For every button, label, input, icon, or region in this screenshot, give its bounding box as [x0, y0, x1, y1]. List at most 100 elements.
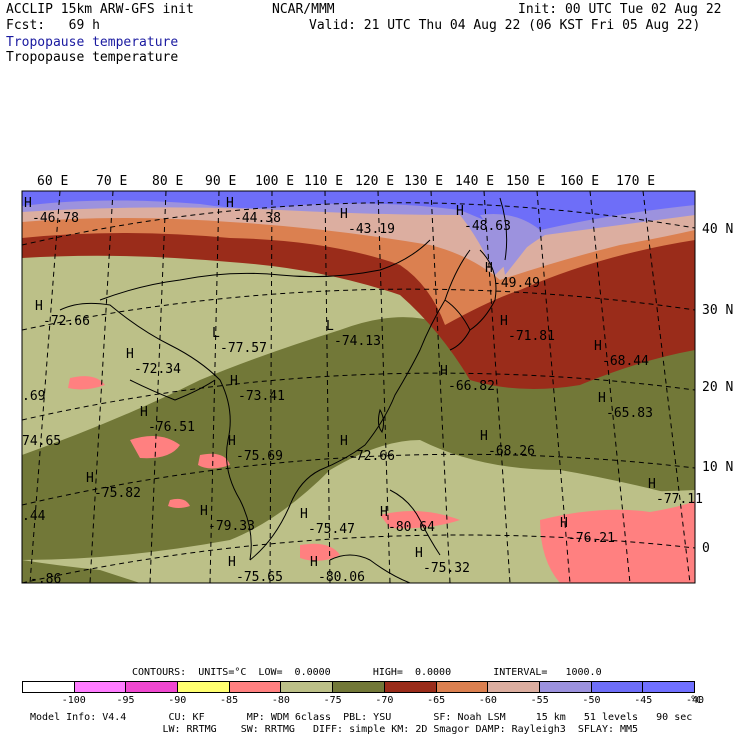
coastlines: [59, 197, 508, 583]
model-info-line: Model Info: V4.4 CU: KF MP: WDM 6class P…: [30, 712, 693, 723]
extremum-mark: H: [560, 516, 568, 531]
extremum-mark: H: [500, 314, 508, 329]
contours-info: CONTOURS: UNITS=°C LOW= 0.0000 HIGH= 0.0…: [132, 667, 602, 678]
color-bar-tick-label: -95: [116, 695, 135, 706]
longitude-labels: 60 E 70 E 80 E 90 E 100 E 110 E 120 E 130 E 140 …: [37, 174, 655, 189]
extremum-mark: L: [326, 319, 334, 334]
extremum-value: -75.65: [236, 570, 283, 585]
extremum-value: -79.33: [208, 519, 255, 534]
extremum-mark: H: [485, 261, 493, 276]
extremum-value: 74.65: [22, 434, 61, 449]
color-bar: [22, 681, 695, 693]
model-title: ACCLIP 15km ARW-GFS init: [6, 2, 194, 17]
extremum-value: -75.82: [94, 486, 141, 501]
longitude-label: 60 E: [37, 174, 68, 189]
extremum-value: .44: [22, 509, 46, 524]
extremum-value: -77.11: [656, 492, 703, 507]
extremum-mark: H: [340, 207, 348, 222]
extremum-mark: H: [480, 429, 488, 444]
color-bar-swatch: [229, 682, 282, 692]
extremum-value: -49.49: [493, 276, 540, 291]
extremum-value: -77.57: [220, 341, 267, 356]
color-bar-swatch: [436, 682, 489, 692]
field-title-blue: Tropopause temperature: [6, 35, 179, 50]
extremum-value: -75.47: [308, 522, 355, 537]
latitude-label: 20 N: [702, 380, 733, 395]
extremum-mark: H: [340, 434, 348, 449]
longitude-label: 170 E: [616, 174, 655, 189]
color-bar-swatch: [488, 682, 540, 692]
color-bar-tick-label: -100: [61, 695, 86, 706]
extremum-value: -68.26: [488, 444, 535, 459]
extremum-value: -74.13: [334, 334, 381, 349]
shaded-field: [22, 191, 695, 583]
extremum-value: -72.34: [134, 362, 181, 377]
color-bar-swatch: [74, 682, 127, 692]
latitude-label: 10 N: [702, 460, 733, 475]
extremum-value: -66.82: [448, 379, 495, 394]
color-bar-tick-label: -70: [375, 695, 394, 706]
color-bar-swatch: [384, 682, 437, 692]
color-bar-swatch: [643, 682, 694, 692]
extremum-value: -75.69: [236, 449, 283, 464]
extremum-value: -71.81: [508, 329, 555, 344]
extremum-value: -44.38: [234, 211, 281, 226]
color-bar-tick-label: -45: [634, 695, 653, 706]
map-frame: [21, 190, 696, 584]
longitude-label: 130 E: [404, 174, 443, 189]
color-bar-swatch: [591, 682, 644, 692]
extremum-value: -73.41: [238, 389, 285, 404]
extremum-value: -46.78: [32, 211, 79, 226]
extremum-value: -76.51: [148, 420, 195, 435]
color-bar-tick-label: -65: [427, 695, 446, 706]
extremum-value: -43.19: [348, 222, 395, 237]
longitude-label: 140 E: [455, 174, 494, 189]
longitude-label: 120 E: [355, 174, 394, 189]
extremum-value: -80.64: [388, 520, 435, 535]
longitude-label: 70 E: [96, 174, 127, 189]
longitude-label: 100 E: [255, 174, 294, 189]
extremum-mark: H: [228, 555, 236, 570]
valid-time: Valid: 21 UTC Thu 04 Aug 22 (06 KST Fri …: [309, 18, 701, 33]
extremum-mark: H: [140, 405, 148, 420]
extremum-value: -.86: [30, 572, 61, 587]
extremum-value: -48.63: [464, 219, 511, 234]
color-bar-swatch: [281, 682, 334, 692]
color-bar-tick-label: -50: [582, 695, 601, 706]
color-bar-tick-label: -75: [323, 695, 342, 706]
extremum-value: -76.21: [568, 531, 615, 546]
color-bar-swatch: [126, 682, 179, 692]
extremum-mark: H: [594, 339, 602, 354]
extremum-mark: H: [35, 299, 43, 314]
color-bar-tick-label: -40: [685, 695, 705, 706]
graticule: [22, 191, 695, 583]
extremum-mark: H: [230, 374, 238, 389]
forecast-hour: Fcst: 69 h: [6, 18, 100, 33]
color-bar-tick-label: -55: [530, 695, 549, 706]
color-bar-tick-label: -90: [168, 695, 187, 706]
extremum-mark: H: [440, 364, 448, 379]
extremum-mark: H: [300, 507, 308, 522]
extremum-value: -68.44: [602, 354, 649, 369]
longitude-label: 90 E: [205, 174, 236, 189]
color-bar-swatch: [23, 682, 75, 692]
latitude-label: 0: [702, 541, 710, 556]
extremum-mark: H: [648, 477, 656, 492]
color-bar-tick-label: -80: [271, 695, 290, 706]
extremum-mark: H: [228, 434, 236, 449]
extrema-labels: H-46.78H-44.38 H-43.19H-48.63H-49.49H-72.…: [22, 196, 703, 587]
extremum-mark: H: [86, 471, 94, 486]
extremum-value: -72.66: [348, 449, 395, 464]
extremum-value: .69: [22, 389, 45, 404]
extremum-mark: H: [310, 555, 318, 570]
extremum-value: -72.66: [43, 314, 90, 329]
physics-info-line: LW: RRTMG SW: RRTMG DIFF: simple KM: 2D …: [30, 724, 639, 735]
longitude-label: 80 E: [152, 174, 183, 189]
extremum-value: -65.83: [606, 406, 653, 421]
extremum-mark: H: [456, 204, 464, 219]
longitude-label: 160 E: [560, 174, 599, 189]
extremum-mark: H: [126, 347, 134, 362]
extremum-mark: H: [598, 391, 606, 406]
color-bar-unit: °C: [690, 695, 703, 706]
